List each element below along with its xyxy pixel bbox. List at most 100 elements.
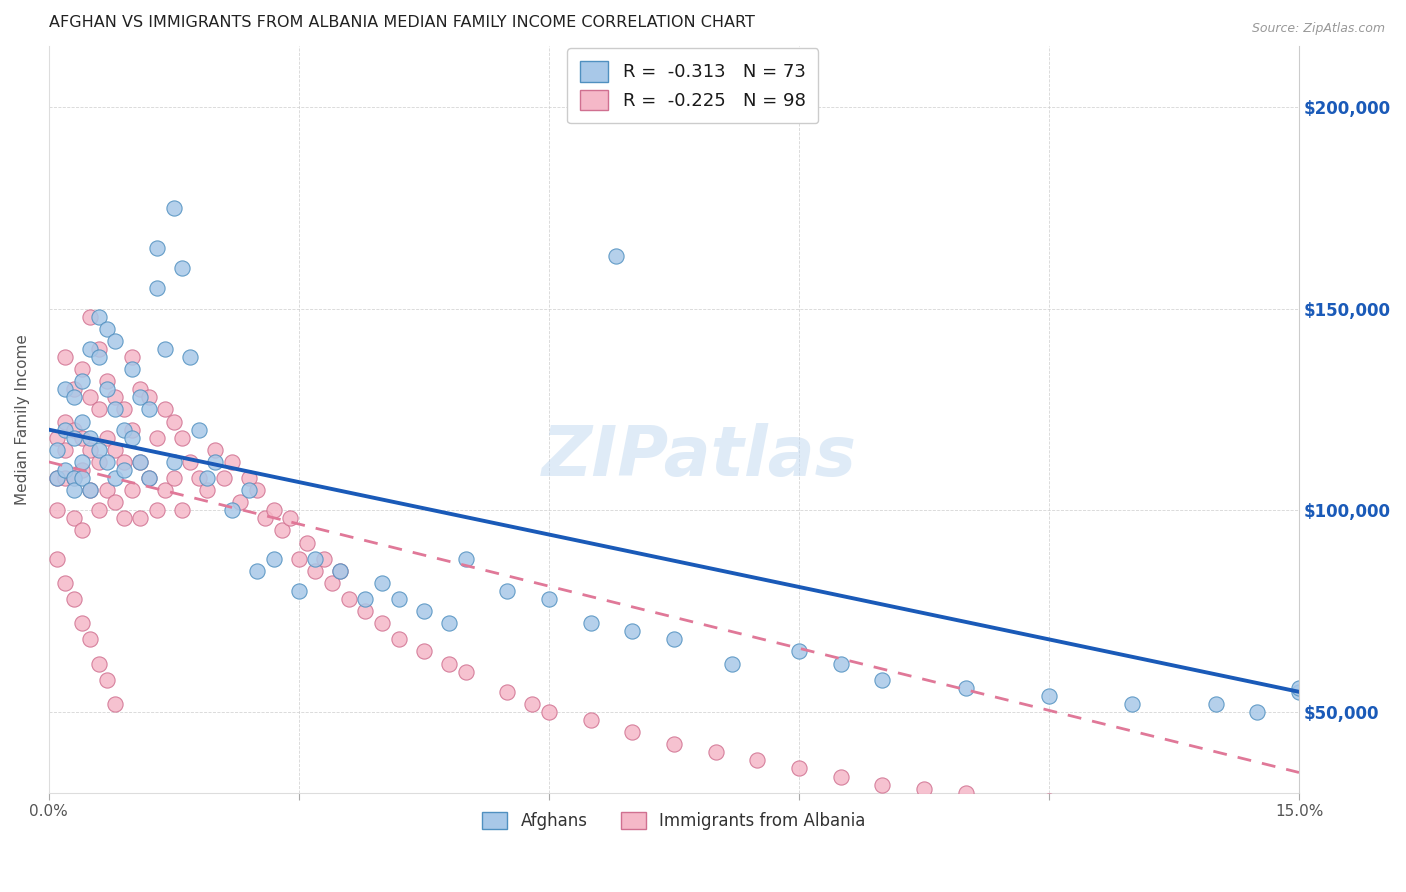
Point	[229, 495, 252, 509]
Point	[79, 431, 101, 445]
Point	[46, 471, 69, 485]
Point	[46, 551, 69, 566]
Point	[70, 616, 93, 631]
Point	[1205, 697, 1227, 711]
Point	[263, 551, 285, 566]
Point	[55, 575, 77, 590]
Point	[46, 503, 69, 517]
Point	[605, 249, 627, 263]
Point	[295, 535, 318, 549]
Point	[87, 455, 110, 469]
Point	[870, 673, 893, 687]
Point	[329, 564, 352, 578]
Point	[55, 350, 77, 364]
Point	[79, 483, 101, 497]
Point	[830, 770, 852, 784]
Point	[87, 350, 110, 364]
Point	[1121, 697, 1143, 711]
Legend: Afghans, Immigrants from Albania: Afghans, Immigrants from Albania	[475, 805, 872, 837]
Point	[146, 241, 169, 255]
Point	[187, 471, 209, 485]
Point	[221, 503, 243, 517]
Point	[155, 402, 177, 417]
Point	[955, 681, 977, 695]
Point	[354, 592, 377, 607]
Point	[87, 402, 110, 417]
Point	[46, 471, 69, 485]
Point	[288, 551, 311, 566]
Point	[238, 483, 260, 497]
Point	[96, 673, 118, 687]
Point	[388, 632, 411, 647]
Point	[112, 511, 135, 525]
Point	[62, 592, 84, 607]
Point	[138, 471, 160, 485]
Point	[263, 503, 285, 517]
Text: ZIPatlas: ZIPatlas	[541, 424, 856, 491]
Point	[96, 483, 118, 497]
Point	[138, 390, 160, 404]
Point	[96, 374, 118, 388]
Point	[187, 423, 209, 437]
Point	[354, 604, 377, 618]
Point	[204, 455, 226, 469]
Point	[112, 463, 135, 477]
Point	[129, 390, 152, 404]
Point	[179, 455, 201, 469]
Point	[172, 503, 194, 517]
Point	[104, 390, 127, 404]
Point	[195, 471, 218, 485]
Point	[129, 455, 152, 469]
Point	[1288, 681, 1310, 695]
Point	[163, 415, 186, 429]
Point	[70, 455, 93, 469]
Point	[496, 685, 519, 699]
Point	[288, 584, 311, 599]
Point	[221, 455, 243, 469]
Point	[55, 382, 77, 396]
Point	[79, 390, 101, 404]
Point	[621, 725, 644, 739]
Point	[371, 575, 394, 590]
Point	[312, 551, 335, 566]
Point	[70, 374, 93, 388]
Point	[454, 551, 477, 566]
Point	[204, 442, 226, 457]
Point	[496, 584, 519, 599]
Point	[79, 310, 101, 324]
Point	[1038, 794, 1060, 808]
Point	[121, 350, 143, 364]
Point	[146, 431, 169, 445]
Point	[79, 632, 101, 647]
Point	[662, 632, 685, 647]
Point	[104, 471, 127, 485]
Point	[163, 201, 186, 215]
Point	[172, 431, 194, 445]
Point	[412, 644, 434, 658]
Point	[121, 362, 143, 376]
Point	[246, 483, 269, 497]
Point	[87, 310, 110, 324]
Point	[129, 511, 152, 525]
Point	[104, 697, 127, 711]
Point	[304, 564, 326, 578]
Point	[87, 503, 110, 517]
Point	[46, 431, 69, 445]
Point	[96, 322, 118, 336]
Point	[112, 455, 135, 469]
Point	[412, 604, 434, 618]
Point	[321, 575, 343, 590]
Point	[280, 511, 302, 525]
Point	[747, 753, 769, 767]
Point	[87, 342, 110, 356]
Text: Source: ZipAtlas.com: Source: ZipAtlas.com	[1251, 22, 1385, 36]
Point	[79, 483, 101, 497]
Point	[55, 471, 77, 485]
Point	[79, 442, 101, 457]
Point	[62, 483, 84, 497]
Point	[121, 423, 143, 437]
Point	[155, 342, 177, 356]
Point	[104, 442, 127, 457]
Point	[87, 657, 110, 671]
Point	[662, 737, 685, 751]
